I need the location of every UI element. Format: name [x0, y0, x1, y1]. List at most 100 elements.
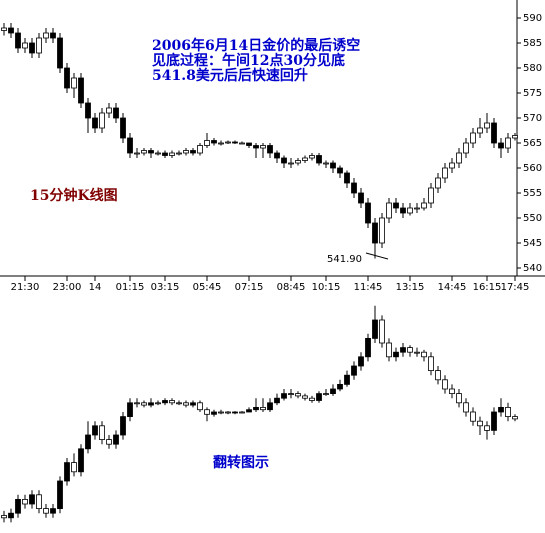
candle-body — [330, 162, 336, 169]
candle-body — [197, 145, 203, 154]
candle-body — [127, 137, 133, 154]
candle-body — [386, 342, 392, 358]
candle-body — [183, 402, 189, 406]
candle-body — [106, 439, 112, 445]
x-tick-label: 11:45 — [354, 282, 383, 293]
candle-body — [15, 498, 21, 514]
candle-body — [29, 494, 35, 505]
candle-body — [120, 117, 126, 139]
candle-body — [50, 32, 56, 39]
candle-body — [190, 402, 196, 406]
candle-body — [22, 498, 28, 505]
candle-body — [218, 142, 224, 145]
candle-body — [400, 207, 406, 214]
candle-body — [78, 77, 84, 104]
candle-body — [337, 383, 343, 390]
y-tick-label: 540 — [523, 263, 542, 274]
candle-body — [393, 351, 399, 358]
y-tick-label: 550 — [523, 213, 542, 224]
candle-body — [288, 393, 294, 396]
candle-body — [274, 152, 280, 159]
candle-body — [400, 347, 406, 353]
x-tick-label: 14:45 — [438, 282, 467, 293]
candle-body — [358, 192, 364, 204]
candle-body — [407, 347, 413, 353]
candle-body — [484, 425, 490, 431]
candle-body — [491, 411, 497, 431]
candle-body — [113, 107, 119, 119]
candle-body — [379, 319, 385, 344]
candle-body — [316, 155, 322, 164]
title-line: 见底过程：午间12点30分见底 — [152, 52, 345, 69]
candle-body — [302, 395, 308, 399]
x-tick-label: 08:45 — [277, 282, 306, 293]
candle-body — [85, 434, 91, 450]
candle-body — [22, 42, 28, 49]
x-tick-label: 05:45 — [193, 282, 222, 293]
candle-body — [120, 416, 126, 436]
candle-body — [232, 141, 238, 144]
candle-body — [1, 27, 7, 31]
candle-body — [337, 167, 343, 174]
candle-body — [134, 402, 140, 405]
candle-body — [456, 393, 462, 404]
candle-body — [407, 207, 413, 214]
candle-body — [127, 402, 133, 417]
candle-body — [421, 202, 427, 209]
candle-body — [176, 152, 182, 155]
candle-body — [449, 162, 455, 169]
candle-body — [323, 393, 329, 396]
candle-body — [386, 202, 392, 219]
candle-body — [442, 167, 448, 179]
annotation-leader — [365, 252, 389, 260]
candle-body — [267, 402, 273, 411]
candle-body — [316, 393, 322, 401]
candle-body — [183, 150, 189, 154]
candle-body — [365, 337, 371, 358]
candle-body — [274, 397, 280, 404]
x-tick-label: 14 — [89, 282, 102, 293]
x-tick-label: 23:00 — [53, 282, 82, 293]
candle-body — [505, 137, 511, 149]
candle-body — [435, 370, 441, 381]
candle-body — [505, 406, 511, 417]
candle-body — [428, 187, 434, 204]
candle-body — [225, 141, 231, 144]
candle-body — [225, 411, 231, 414]
candle-body — [239, 142, 245, 145]
candle-body — [477, 420, 483, 427]
candle-body — [92, 117, 98, 129]
candle-body — [414, 351, 420, 354]
candle-body — [169, 152, 175, 156]
candle-body — [211, 411, 217, 415]
candle-body — [148, 402, 154, 406]
x-tick-label: 16:15 — [473, 282, 502, 293]
candle-body — [470, 411, 476, 422]
candle-body — [204, 409, 210, 415]
candle-body — [393, 202, 399, 209]
candle-body — [372, 222, 378, 244]
candle-body — [85, 102, 91, 119]
candle-body — [106, 107, 112, 114]
x-tick-label: 21:30 — [11, 282, 40, 293]
candle-body — [50, 508, 56, 514]
title-line: 541.8美元后后快速回升 — [152, 67, 308, 84]
candle-body — [141, 402, 147, 406]
candle-body — [57, 480, 63, 510]
candle-body — [253, 406, 259, 411]
candle-body — [36, 494, 42, 509]
candle-body — [512, 416, 518, 420]
title-line: 2006年6月14日金价的最后诱空 — [152, 37, 360, 54]
candle-body — [365, 202, 371, 224]
candle-body — [358, 356, 364, 367]
candle-body — [498, 142, 504, 149]
candle-body — [484, 122, 490, 129]
candle-body — [239, 411, 245, 414]
candle-body — [309, 397, 315, 401]
candle-body — [281, 393, 287, 399]
y-tick-label: 570 — [523, 113, 542, 124]
y-tick-label: 560 — [523, 163, 542, 174]
candle-body — [456, 152, 462, 164]
candle-body — [232, 411, 238, 414]
